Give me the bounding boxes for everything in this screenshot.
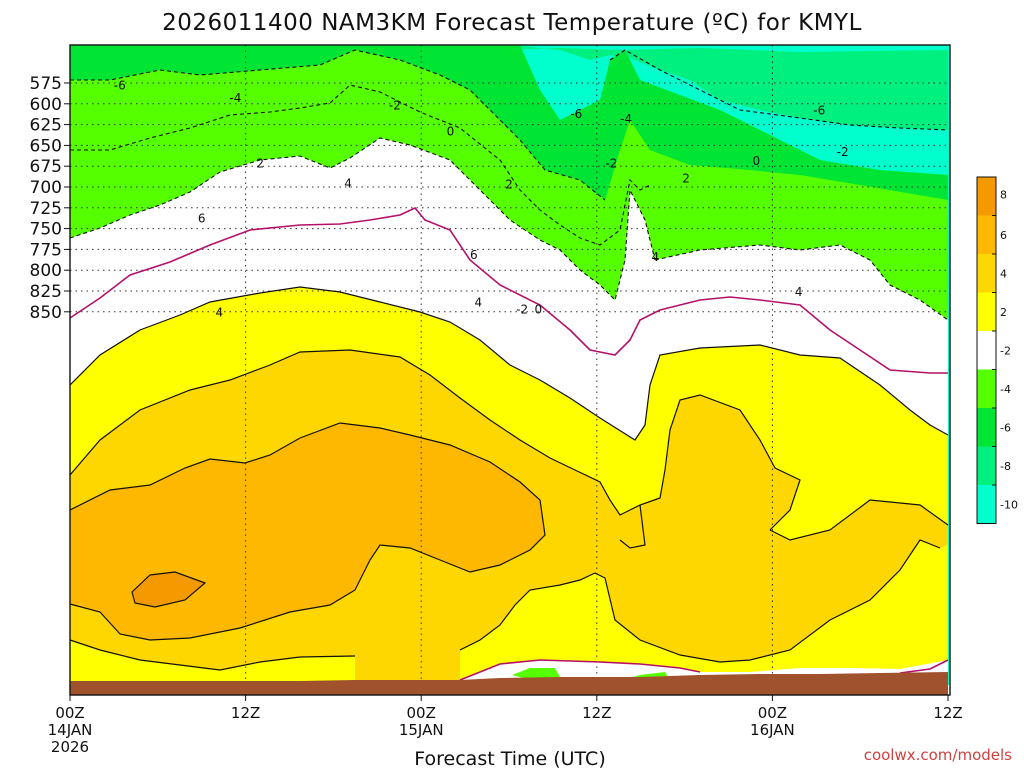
x-axis-title: Forecast Time (UTC) [414, 748, 605, 768]
y-tick-label-575: 575 [30, 74, 62, 94]
colorbar: 8 6 4 2 -2 -4 -6 -8 -10 [976, 176, 1018, 524]
band-yellow-lower [70, 640, 355, 685]
contour-label: 0 [534, 302, 542, 316]
contour-minus-4-line [70, 84, 651, 246]
x-tick-date: 16JAN [750, 721, 795, 739]
colorbar-swatch [977, 292, 996, 331]
contour-label: 0 [447, 124, 455, 138]
contour-2-line [69, 286, 949, 441]
contour-label: -2 [389, 98, 401, 112]
colorbar-label: -10 [1000, 499, 1018, 512]
contour-4-loop [769, 499, 949, 541]
colorbar-label: -2 [1000, 345, 1011, 358]
contour-label: 4 [344, 177, 352, 191]
y-tick-label-775: 775 [30, 240, 62, 260]
contour-6-line [69, 422, 546, 641]
contour-label: -4 [620, 112, 632, 126]
colorbar-swatch [977, 446, 996, 485]
x-tick-label: 12Z [231, 704, 260, 722]
contour-label: 4 [795, 285, 803, 299]
contour-zero-line [69, 207, 948, 374]
ground-terrain [70, 672, 948, 695]
contour-label: 2 [682, 172, 690, 186]
colorbar-swatch [977, 177, 996, 216]
y-tick-label-825: 825 [30, 282, 62, 302]
x-tick-label: 00Z [407, 704, 436, 722]
band-cold-green [70, 45, 948, 130]
contour-4-lower-left [69, 639, 356, 671]
colorbar-frame [976, 176, 997, 524]
colorbar-label: -8 [1000, 460, 1011, 473]
contour-label: -2 [605, 157, 617, 171]
contour-label: 4 [652, 250, 660, 264]
contour-zero-lower [459, 659, 701, 681]
band-yellow-mid [460, 540, 948, 685]
y-tick-label-725: 725 [30, 199, 62, 219]
contour-label: -6 [570, 107, 582, 121]
contour-4-lower-mid [459, 539, 941, 663]
contour-label: 4 [215, 306, 223, 320]
y-tick-label-650: 650 [30, 136, 62, 156]
x-tick-date: 14JAN [48, 721, 93, 739]
colorbar-label: 8 [1000, 189, 1007, 202]
contour-4-line [69, 349, 801, 531]
contour-label: -2 [837, 145, 849, 159]
y-tick-label-700: 700 [30, 178, 62, 198]
y-tick-label-800: 800 [30, 261, 62, 281]
y-tick-label-600: 600 [30, 95, 62, 115]
colorbar-label: -4 [1000, 383, 1011, 396]
contour-zero-lower-right [899, 659, 949, 674]
zero-contour [69, 207, 949, 681]
contour-label: -6 [813, 103, 825, 117]
colorbar-swatch [977, 215, 996, 254]
y-tick-label-625: 625 [30, 116, 62, 136]
contour-labels: -6 -4 -2 0 2 4 6 2 -6 -4 -2 2 0 -6 -2 6 4 4 4 4 -2 0 [114, 78, 849, 320]
x-tick-date: 15JAN [399, 721, 444, 739]
x-tick-label: 12Z [582, 704, 611, 722]
y-tick-label-675: 675 [30, 157, 62, 177]
x-tick-label: 00Z [758, 704, 787, 722]
y-tick-label-850: 850 [30, 303, 62, 323]
colorbar-swatch [977, 408, 996, 447]
y-tick-label-750: 750 [30, 220, 62, 240]
contour-8-loop [131, 571, 207, 608]
x-tick-label: 00Z [55, 704, 84, 722]
chart-title: 2026011400 NAM3KM Forecast Temperature (… [162, 10, 862, 36]
colorbar-label: 2 [1000, 306, 1007, 319]
colorbar-swatch [977, 254, 996, 293]
x-tick-year: 2026 [51, 738, 89, 756]
contour-label: -4 [229, 91, 241, 105]
colorbar-swatch [977, 485, 996, 524]
contour-label: 6 [198, 212, 206, 226]
positive-contours [69, 286, 949, 671]
plot-area: -6 -4 -2 0 2 4 6 2 -6 -4 -2 2 0 -6 -2 6 4 4 4 4 -2 0 [69, 44, 951, 696]
contour-label: 6 [470, 248, 478, 262]
contour-4-stub [619, 504, 646, 549]
plot-frame [69, 44, 951, 696]
colorbar-swatch [977, 369, 996, 408]
contour-label: 4 [474, 296, 482, 310]
colorbar-label: -6 [1000, 422, 1011, 435]
contour-label: -2 [516, 302, 528, 316]
credit-text: coolwx.com/models [864, 746, 1012, 764]
contour-minus-6-right [609, 49, 949, 131]
negative-contours [69, 49, 949, 321]
colorbar-label: 4 [1000, 268, 1007, 281]
colorbar-swatch [977, 331, 996, 370]
contour-label: -6 [114, 78, 126, 92]
colorbar-label: 6 [1000, 229, 1007, 242]
contour-minus-2-right [654, 244, 949, 321]
contour-label: 2 [256, 157, 264, 171]
x-tick-label: 12Z [933, 704, 962, 722]
contour-label: 2 [505, 178, 513, 192]
contour-label: 0 [752, 154, 760, 168]
